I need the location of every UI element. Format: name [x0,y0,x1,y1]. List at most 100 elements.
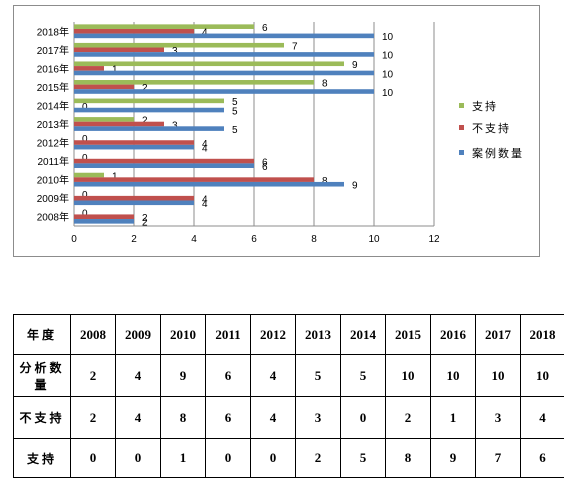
table-cell: 1 [160,438,206,478]
table-cell: 0 [115,438,161,478]
bar [74,181,344,187]
data-label: 9 [352,60,358,71]
table-cell: 0 [70,438,116,478]
data-label: 9 [352,181,358,192]
x-tick-label: 0 [71,234,77,245]
table-cell: 2 [70,354,116,397]
table-cell: 2 [70,396,116,439]
data-label: 8 [322,79,328,90]
data-label: 7 [292,42,298,53]
table-cell: 10 [430,354,476,397]
bar [74,80,314,85]
data-label: 6 [262,162,268,173]
data-label: 0 [82,208,88,219]
table-cell: 3 [475,396,521,439]
table-cell: 6 [205,354,251,397]
data-label: 0 [82,153,88,164]
legend-swatch [459,125,464,130]
table-cell: 10 [385,354,431,397]
table-cell: 4 [520,396,564,439]
bar [74,24,254,29]
table-cell: 8 [385,438,431,478]
bar [74,107,224,113]
data-label: 2 [142,218,148,229]
bar [74,47,164,53]
data-label: 10 [382,69,394,80]
data-label: 8 [322,176,328,187]
bar [74,121,164,127]
table-row: 支持 0 0 1 0 0 2 5 8 9 7 6 [13,438,564,478]
column-header-cell: 2010 [160,314,206,355]
bar [74,61,344,67]
table-cell: 0 [340,396,386,439]
column-header-cell: 2011 [205,314,251,355]
bar [74,84,134,90]
table-cell: 8 [160,396,206,439]
column-header-cell: 2013 [295,314,341,355]
bar [74,163,254,168]
data-label: 0 [82,190,88,201]
data-label: 10 [382,32,394,43]
bar [74,42,284,48]
data-label: 10 [382,88,394,99]
table-cell: 0 [250,438,296,478]
column-header-cell: 2018 [520,314,564,355]
bar [74,219,134,224]
data-table: 年度 2008 2009 2010 2011 2012 2013 2014 2015 2016 20… [13,314,564,478]
y-tick-label: 2018年 [37,25,69,38]
data-label: 4 [202,28,208,39]
y-tick-label: 2014年 [37,99,69,112]
table-row: 不支持 2 4 8 6 4 3 0 2 1 3 4 [13,396,564,439]
data-label: 3 [172,46,178,57]
bar [74,200,194,206]
bar [74,52,374,57]
data-label: 4 [202,139,208,150]
data-label: 6 [262,23,268,34]
y-tick-label: 2008年 [37,211,69,224]
data-label: 5 [232,97,238,108]
table-cell: 2 [385,396,431,439]
data-label: 1 [112,65,118,76]
table-cell: 10 [475,354,521,397]
y-tick-label: 2012年 [37,137,69,150]
table-cell: 1 [430,396,476,439]
bar [74,70,374,76]
bar [74,172,104,178]
data-label: 6 [262,157,268,168]
bar [74,195,194,201]
bar [74,98,224,104]
table-cell: 5 [340,438,386,478]
bar [74,126,224,131]
y-tick-label: 2016年 [37,62,69,75]
bar [74,89,374,94]
y-tick-label: 2015年 [37,81,69,94]
bar [74,158,254,164]
y-tick-label: 2011年 [37,155,69,168]
table-cell: 6 [205,396,251,439]
data-label: 5 [232,125,238,136]
legend-label: 支持 [472,99,498,113]
data-label: 2 [142,116,148,127]
x-tick-label: 4 [191,234,197,245]
table-cell: 0 [205,438,251,478]
x-tick-label: 8 [311,234,317,245]
x-tick-label: 10 [368,234,380,245]
column-header-cell: 2017 [475,314,521,355]
x-tick-label: 2 [131,234,137,245]
legend-swatch [459,103,464,108]
data-label: 1 [112,171,118,182]
data-label: 4 [202,143,208,154]
data-label: 5 [232,106,238,117]
row-header-cell: 不支持 [13,396,71,439]
x-tick-label: 6 [251,234,257,245]
data-label: 4 [202,199,208,210]
bar [74,177,314,182]
table-cell: 9 [160,354,206,397]
column-header-cell: 2014 [340,314,386,355]
bar [74,33,374,39]
data-label: 0 [82,134,88,145]
table-cell: 9 [430,438,476,478]
legend-swatch [459,150,464,155]
data-label: 10 [382,51,394,62]
